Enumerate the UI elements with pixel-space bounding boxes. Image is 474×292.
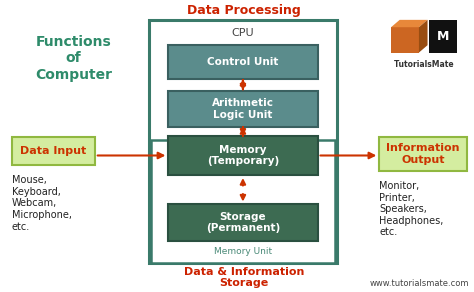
Text: Memory Unit: Memory Unit (214, 247, 272, 256)
FancyBboxPatch shape (168, 204, 318, 241)
FancyBboxPatch shape (168, 136, 318, 175)
Text: CPU: CPU (232, 28, 254, 38)
FancyBboxPatch shape (379, 137, 467, 171)
Text: Functions
of
Computer: Functions of Computer (35, 35, 112, 81)
Text: Mouse,
Keyboard,
Webcam,
Microphone,
etc.: Mouse, Keyboard, Webcam, Microphone, etc… (12, 175, 72, 232)
Text: Memory
(Temporary): Memory (Temporary) (207, 145, 279, 166)
Text: Control Unit: Control Unit (207, 57, 279, 67)
Text: Storage
(Permanent): Storage (Permanent) (206, 212, 280, 233)
Text: Monitor,
Printer,
Speakers,
Headphones,
etc.: Monitor, Printer, Speakers, Headphones, … (379, 181, 444, 237)
FancyBboxPatch shape (429, 20, 457, 53)
Text: Arithmetic
Logic Unit: Arithmetic Logic Unit (212, 98, 274, 119)
FancyBboxPatch shape (149, 20, 337, 263)
Text: Information
Output: Information Output (386, 143, 460, 165)
Text: Data Input: Data Input (20, 146, 86, 156)
Polygon shape (419, 20, 428, 53)
Text: Data & Information
Storage: Data & Information Storage (184, 267, 304, 288)
FancyBboxPatch shape (168, 45, 318, 79)
FancyBboxPatch shape (12, 137, 95, 165)
FancyBboxPatch shape (168, 91, 318, 127)
Text: M: M (437, 30, 449, 43)
Polygon shape (391, 20, 428, 27)
FancyBboxPatch shape (151, 140, 335, 263)
Text: Data Processing: Data Processing (187, 4, 301, 17)
Polygon shape (391, 27, 419, 53)
Text: Tutorials​Mate: Tutorials​Mate (394, 60, 454, 69)
Text: www.tutorialsmate.com: www.tutorialsmate.com (370, 279, 469, 288)
